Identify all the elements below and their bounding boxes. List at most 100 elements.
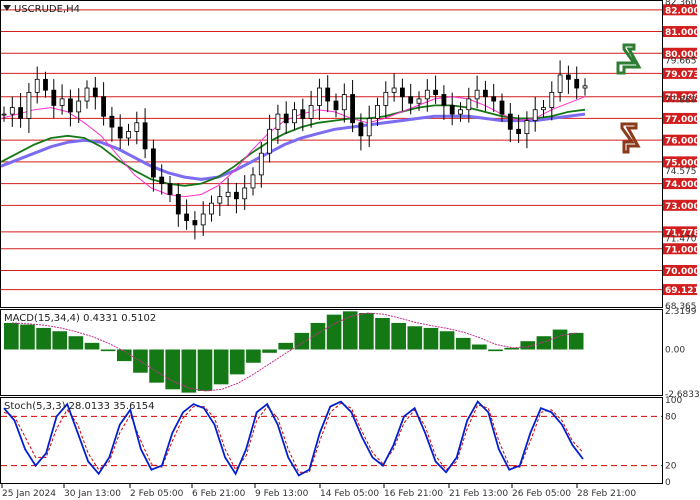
macd-histogram-bar xyxy=(504,347,519,350)
candle-body xyxy=(233,191,239,200)
macd-histogram-bar xyxy=(407,326,423,350)
macd-histogram-bar xyxy=(262,349,277,353)
candle-body xyxy=(532,109,538,122)
arrow-down-trend-icon xyxy=(620,122,641,154)
candle-body xyxy=(375,104,380,119)
candle-body xyxy=(325,87,331,102)
candle-body xyxy=(34,78,40,93)
level-tag xyxy=(663,134,697,146)
time-axis-label: 9 Feb 13:00 xyxy=(255,489,309,499)
candle-body xyxy=(366,118,372,137)
candle-body xyxy=(184,213,190,221)
level-tag-label: 73.000 xyxy=(665,202,700,212)
candle-body xyxy=(499,100,505,115)
candle-body xyxy=(507,113,513,130)
level-tag xyxy=(663,178,697,190)
chart-title: USCRUDE,H4 xyxy=(14,4,80,15)
level-tag xyxy=(663,91,697,103)
stoch-signal-line xyxy=(3,402,584,473)
candle-body xyxy=(391,87,397,93)
candles xyxy=(1,60,588,240)
candle-body xyxy=(117,126,123,139)
ma-slow-line xyxy=(0,112,586,181)
ma-mid-line xyxy=(0,104,586,187)
macd-histogram-bar xyxy=(197,349,213,391)
time-axis: 25 Jan 2024 30 Jan 13:00 2 Feb 05:00 6 Feb … xyxy=(1,484,636,499)
stoch-main-line xyxy=(3,400,584,477)
candle-body xyxy=(51,89,57,106)
level-tag xyxy=(663,67,697,79)
candle-body xyxy=(126,131,131,139)
macd-axis-label: 2.3199 xyxy=(665,307,697,317)
candle-body xyxy=(59,98,65,106)
candle-body xyxy=(358,122,364,137)
candle-body xyxy=(416,98,422,104)
candle-body xyxy=(242,187,248,200)
level-tag-label: 75.000 xyxy=(665,158,700,168)
candle-body xyxy=(341,94,347,111)
candle-body xyxy=(217,196,223,204)
macd-signal-line xyxy=(12,312,577,392)
macd-histogram-bar xyxy=(342,311,358,350)
price-axis-label: 82.360 xyxy=(665,0,697,8)
candle-body xyxy=(292,109,297,124)
level-tag-label: 77.000 xyxy=(665,115,700,125)
candle-body xyxy=(491,96,497,102)
macd-histogram-bar xyxy=(472,344,487,350)
macd-histogram-bar xyxy=(536,336,552,350)
macd-indicator: 2.3199 0.00 -2.6833 xyxy=(4,307,700,400)
price-axis-label: 71.470 xyxy=(665,235,697,245)
stochastic-indicator: 100 80 20 0 xyxy=(1,396,682,488)
candle-body xyxy=(424,89,430,100)
macd-histogram-bar xyxy=(116,349,132,362)
candle-body xyxy=(1,113,7,116)
level-tag-label: 78.000 xyxy=(665,93,700,103)
candle-body xyxy=(399,87,405,98)
candle-body xyxy=(350,94,356,124)
arrow-up-trend-icon xyxy=(616,43,642,75)
candle-body xyxy=(316,87,322,106)
candle-body xyxy=(566,74,571,80)
candle-body xyxy=(267,128,273,154)
level-tag xyxy=(663,156,697,168)
macd-histogram-bar xyxy=(455,337,471,350)
candle-body xyxy=(175,194,181,215)
price-axis: 82.360 79.665 77.880 74.575 71.470 68.365 xyxy=(665,0,697,312)
level-tag-label: 71.000 xyxy=(665,245,700,255)
candle-body xyxy=(574,78,580,89)
macd-histogram-bar xyxy=(149,349,164,383)
candle-body xyxy=(68,98,73,113)
time-axis-label: 14 Feb 05:00 xyxy=(320,489,379,499)
candle-body xyxy=(549,91,555,108)
candle-body xyxy=(557,74,563,93)
candle-body xyxy=(308,104,314,119)
level-tag xyxy=(663,226,697,238)
macd-histogram-bar xyxy=(213,349,229,385)
stoch-axis-label: 100 xyxy=(665,396,682,406)
candle-body xyxy=(200,213,206,226)
macd-histogram-bar xyxy=(310,322,326,350)
time-axis-label: 16 Feb 21:00 xyxy=(384,489,443,499)
candle-body xyxy=(458,109,463,115)
candle-body xyxy=(9,107,15,115)
candle-body xyxy=(300,109,306,119)
candle-body xyxy=(167,183,173,195)
candle-body xyxy=(333,100,339,111)
candle-body xyxy=(134,122,140,132)
level-tag xyxy=(663,4,697,16)
candle-body xyxy=(283,113,289,124)
candle-body xyxy=(433,89,439,95)
level-tag-label: 79.073 xyxy=(665,70,700,80)
macd-histogram-bar xyxy=(20,324,35,350)
macd-histogram-bar xyxy=(520,341,536,350)
time-axis-label: 21 Feb 13:00 xyxy=(449,489,508,499)
level-tag xyxy=(663,199,697,211)
level-tag-label: 76.000 xyxy=(665,137,700,147)
macd-histogram-bar xyxy=(84,342,100,350)
time-axis-label: 30 Jan 13:00 xyxy=(64,489,121,499)
macd-histogram-bar xyxy=(439,331,455,350)
level-tag-label: 80.000 xyxy=(665,50,700,60)
macd-histogram-bar xyxy=(246,349,261,363)
level-tag-label: 69.121 xyxy=(665,286,700,296)
